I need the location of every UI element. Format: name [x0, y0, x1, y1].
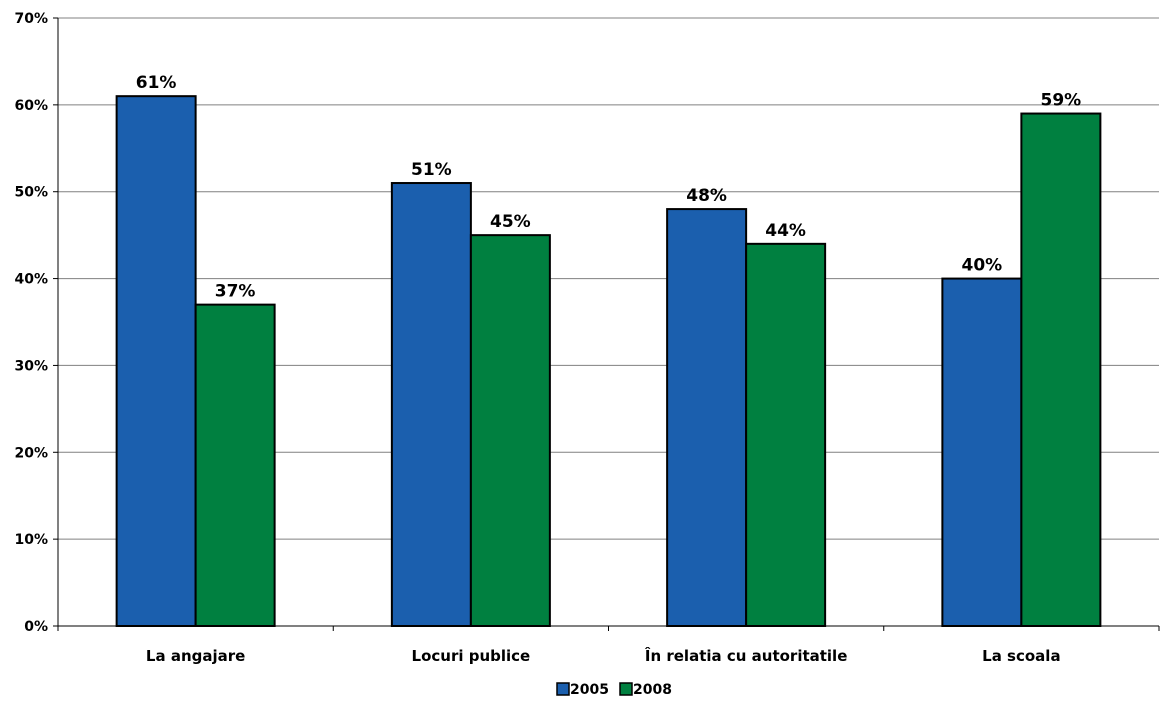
- bar-2005-3: [666, 208, 748, 627]
- x-category-label: Locuri publice: [412, 647, 531, 665]
- data-label: 61%: [136, 73, 177, 93]
- legend: 2005 2008: [556, 682, 672, 698]
- data-label: 48%: [686, 186, 727, 206]
- y-tick-label: 50%: [14, 185, 48, 201]
- data-label: 37%: [215, 282, 256, 302]
- y-tick-label: 60%: [14, 98, 48, 114]
- bars: [115, 95, 1102, 628]
- bar-2008-3: [745, 242, 827, 627]
- y-tick-label: 40%: [14, 272, 48, 288]
- y-tick-label: 10%: [14, 532, 48, 548]
- bar-2008-4: [1020, 112, 1102, 628]
- bar-2008-2: [469, 234, 551, 627]
- x-category-label: La angajare: [146, 647, 245, 665]
- data-label: 40%: [962, 256, 1003, 276]
- bar-2005-2: [390, 182, 472, 627]
- data-labels: 61% 37% 51% 45% 48% 44% 40% 59%: [136, 73, 1081, 301]
- legend-label: 2005: [570, 682, 609, 698]
- y-tick-label: 20%: [14, 445, 48, 461]
- data-label: 59%: [1041, 91, 1082, 111]
- x-category-label: La scoala: [982, 647, 1060, 665]
- y-tick-label: 0%: [24, 619, 48, 635]
- legend-swatch-2008: [619, 682, 633, 696]
- bar-2005-4: [941, 277, 1023, 627]
- data-label: 45%: [490, 212, 531, 232]
- legend-label: 2008: [633, 682, 672, 698]
- data-label: 44%: [765, 221, 806, 241]
- y-tick-label: 70%: [14, 11, 48, 27]
- y-tick-label: 30%: [14, 358, 48, 374]
- legend-swatch-2005: [556, 682, 570, 696]
- bar-2005-1: [115, 95, 197, 627]
- x-category-label: În relatia cu autoritatile: [645, 646, 848, 665]
- data-label: 51%: [411, 160, 452, 180]
- bar-2008-1: [194, 303, 276, 627]
